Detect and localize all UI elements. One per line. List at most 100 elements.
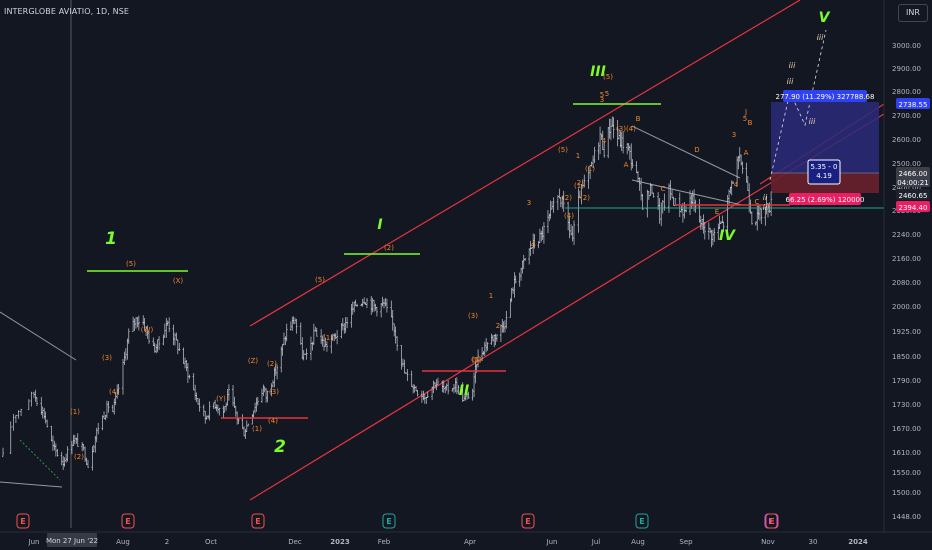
candle xyxy=(127,328,130,344)
projection-path xyxy=(769,29,827,181)
wave-minor-label: (4) xyxy=(472,356,482,364)
candle xyxy=(97,422,100,435)
candle xyxy=(66,446,69,462)
candle xyxy=(457,384,460,395)
earnings-marker-box[interactable] xyxy=(765,513,779,529)
candle xyxy=(356,303,359,307)
wave-minor-label: (2) xyxy=(562,194,572,202)
candle xyxy=(76,433,79,447)
wave-minor-label: 2 xyxy=(577,179,581,187)
earnings-marker-box[interactable] xyxy=(121,513,135,529)
last-price-chip-box xyxy=(896,167,930,187)
earnings-marker[interactable]: E xyxy=(16,513,30,529)
stop-badge: 66.25 (2.69%) 120000 xyxy=(786,193,865,205)
wave-minor-label: (3) xyxy=(616,125,626,133)
wave-minor-label: (4) xyxy=(109,388,119,396)
earnings-marker-label: E xyxy=(20,517,25,526)
ratio-badge: 5.35 - 04.19 xyxy=(807,159,841,185)
candle xyxy=(198,398,201,412)
price-axis-tick: 1550.00 xyxy=(892,469,921,477)
candle xyxy=(158,336,161,351)
price-axis-tick: 2900.00 xyxy=(892,65,921,73)
candle xyxy=(770,191,773,217)
earnings-marker-label: E xyxy=(639,517,644,526)
wave-minor-label: (2) xyxy=(74,453,84,461)
candle xyxy=(416,389,419,397)
price-axis-tick: 2800.00 xyxy=(892,88,921,96)
wave-minor-label: (1) xyxy=(574,182,584,190)
ratio-badge-box xyxy=(807,159,841,185)
candle xyxy=(703,221,706,240)
wave-primary-V: V xyxy=(819,10,831,26)
wave-minor-label: (X) xyxy=(173,277,184,285)
channel-upper-line xyxy=(249,0,801,327)
time-axis-tick: 30 xyxy=(809,538,818,546)
candle xyxy=(542,222,545,244)
candle xyxy=(56,449,59,457)
candle xyxy=(694,199,697,213)
candle xyxy=(622,131,625,154)
candle xyxy=(12,414,15,431)
wave-minor-label: (2) xyxy=(267,360,277,368)
candle xyxy=(631,159,634,169)
candle xyxy=(732,180,735,184)
candle xyxy=(396,336,399,351)
wave-minor-label: (1) xyxy=(585,165,595,173)
earnings-marker[interactable]: E xyxy=(251,513,265,529)
wave-minor-label: (3) xyxy=(468,312,478,320)
earnings-marker-label: E xyxy=(125,517,130,526)
price-axis-tick: 2080.00 xyxy=(892,279,921,287)
candle xyxy=(247,423,250,427)
wave-primary-IV: IV xyxy=(719,228,736,244)
wave-primary-III: III xyxy=(590,64,606,80)
ratio-badge-text: 5.35 - 0 xyxy=(810,163,837,171)
candle xyxy=(325,341,328,352)
level-chip-high: 2738.55 xyxy=(896,98,930,109)
time-axis-tick: Sep xyxy=(679,538,693,546)
earnings-marker[interactable]: E xyxy=(382,513,396,529)
currency-button[interactable]: INR xyxy=(898,4,928,22)
candle xyxy=(514,275,517,284)
earnings-marker-box[interactable] xyxy=(635,513,649,529)
level-chip-high-box xyxy=(896,98,930,109)
price-axis-tick: 2240.00 xyxy=(892,231,921,239)
earnings-marker[interactable]: E xyxy=(121,513,135,529)
candle xyxy=(27,399,30,410)
time-axis-tick: Jun xyxy=(546,538,558,546)
wave-minor-label: iii xyxy=(817,33,824,42)
wave-minor-label: (3) xyxy=(269,388,279,396)
wave-minor-label: iii xyxy=(789,61,796,70)
candle xyxy=(266,390,269,403)
level-chip-stop-text: 2394.40 xyxy=(899,204,928,212)
candle xyxy=(750,211,753,225)
time-axis-tick: Nov xyxy=(761,538,775,546)
candle xyxy=(208,401,211,421)
candle xyxy=(533,234,536,249)
candle xyxy=(20,408,23,416)
wave-minor-label: 4 xyxy=(531,241,536,249)
stop-badge-text: 66.25 (2.69%) 120000 xyxy=(786,196,865,204)
price-axis-tick: 2400.00 xyxy=(892,184,921,192)
earnings-marker-box[interactable] xyxy=(382,513,396,529)
earnings-marker[interactable]: E xyxy=(765,513,779,529)
candle xyxy=(285,323,288,342)
earnings-marker-box[interactable] xyxy=(251,513,265,529)
price-axis-tick: 1850.00 xyxy=(892,353,921,361)
earnings-marker-box[interactable] xyxy=(521,513,535,529)
wave-minor-label: B xyxy=(636,115,641,123)
time-axis-tick: 2023 xyxy=(330,538,350,546)
candle xyxy=(137,315,140,331)
candle xyxy=(593,146,596,164)
last-price-chip-text: 2466.00 xyxy=(899,170,928,178)
earnings-marker[interactable]: E xyxy=(521,513,535,529)
wave-minor-label: 5 xyxy=(600,91,604,99)
candle xyxy=(652,192,655,198)
price-axis-tick: 2500.00 xyxy=(892,160,921,168)
candle xyxy=(375,306,378,317)
earnings-marker-box[interactable] xyxy=(16,513,30,529)
candle xyxy=(365,297,368,309)
earnings-marker[interactable]: E xyxy=(635,513,649,529)
